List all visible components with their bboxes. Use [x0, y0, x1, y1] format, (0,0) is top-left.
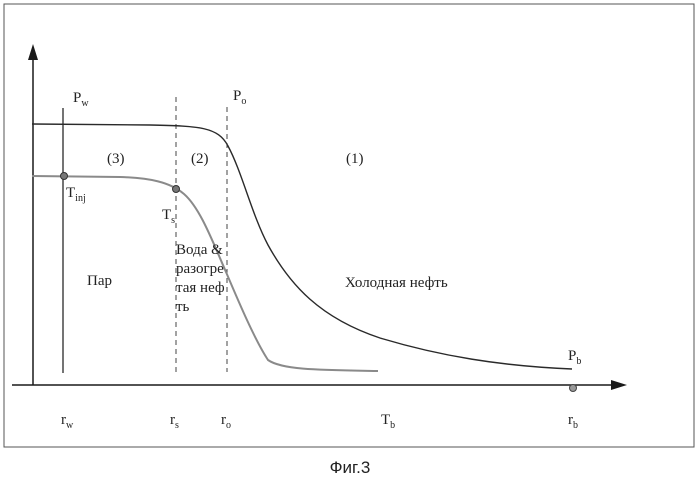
r-b-marker	[570, 385, 577, 392]
label-p-w: Pw	[73, 91, 89, 109]
label-p-b: Pb	[568, 349, 581, 367]
t-inj-marker	[61, 173, 68, 180]
t-s-marker	[173, 186, 180, 193]
water-oil-zone-label: Вода & разогретая нефть	[176, 241, 228, 317]
region-2-label: (2)	[191, 152, 209, 167]
figure-caption: Фиг.3	[0, 458, 700, 478]
label-p-o: Po	[233, 89, 246, 107]
label-t-inj: Tinj	[66, 186, 86, 204]
label-r-o: ro	[221, 413, 231, 431]
y-axis-arrow	[28, 44, 38, 60]
label-r-b: rb	[568, 413, 578, 431]
label-r-s: rs	[170, 413, 179, 431]
region-3-label: (3)	[107, 152, 125, 167]
x-axis-arrow	[611, 380, 627, 390]
label-t-s: Ts	[162, 208, 175, 226]
label-r-w: rw	[61, 413, 73, 431]
label-t-b: Tb	[381, 413, 395, 431]
frame	[4, 4, 694, 447]
region-1-label: (1)	[346, 152, 364, 167]
steam-zone-label: Пар	[87, 274, 112, 289]
cold-oil-zone-label: Холодная нефть	[345, 276, 448, 291]
